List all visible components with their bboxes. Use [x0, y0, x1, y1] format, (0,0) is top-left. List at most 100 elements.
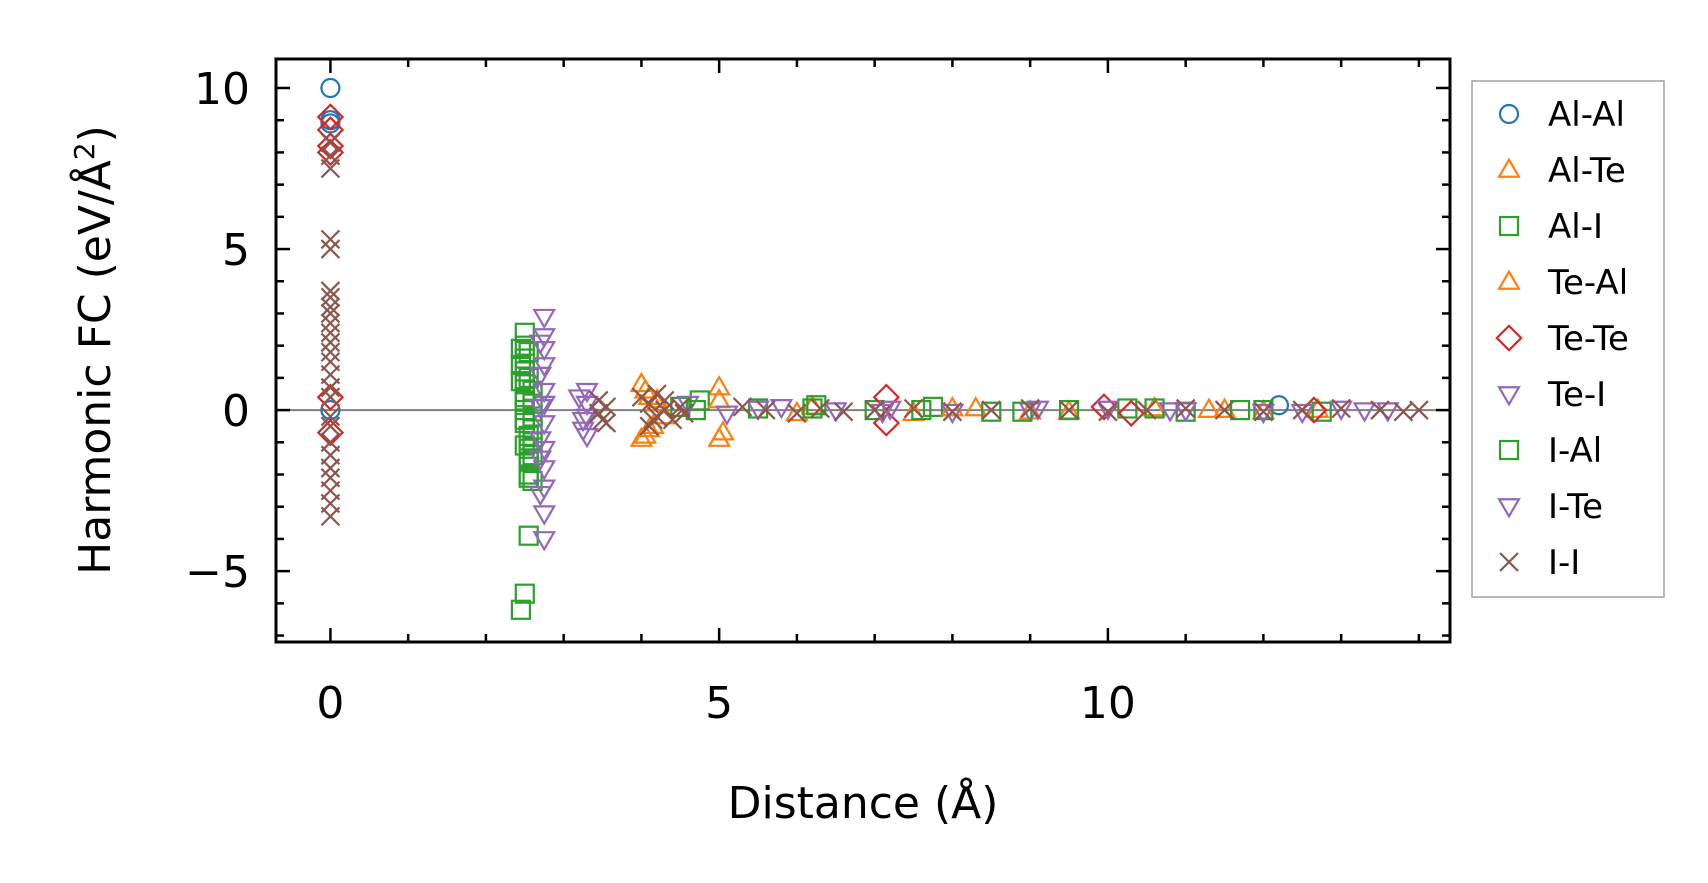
y-axis-label-superscript: 2 — [68, 142, 101, 160]
data-point — [785, 400, 809, 422]
data-point — [532, 531, 557, 552]
data-point — [316, 418, 345, 447]
data-point — [596, 413, 617, 433]
data-point — [320, 77, 341, 99]
legend-item-i-i: I-I — [1499, 543, 1580, 583]
data-point — [1117, 398, 1138, 419]
data-point — [514, 322, 535, 343]
data-point — [510, 354, 532, 376]
data-point — [1329, 400, 1353, 422]
x-axis-label: Distance (Å) — [728, 776, 999, 829]
data-point — [528, 334, 553, 355]
legend-label: Al-Te — [1548, 151, 1626, 191]
y-tick-label: −5 — [185, 547, 250, 598]
data-point — [1117, 399, 1145, 428]
data-point — [833, 401, 854, 422]
data-point — [878, 400, 903, 422]
data-point — [532, 415, 557, 436]
data-point — [629, 426, 654, 447]
data-point — [864, 399, 885, 421]
data-point — [320, 287, 341, 308]
data-point — [510, 599, 532, 620]
data-point — [532, 505, 557, 526]
data-point — [1251, 403, 1276, 425]
legend-label: I-Al — [1548, 431, 1602, 471]
data-point — [1158, 402, 1182, 423]
data-point — [320, 303, 341, 324]
data-point — [1012, 401, 1033, 422]
legend-label: Al-Al — [1548, 95, 1625, 135]
data-point — [518, 467, 539, 488]
data-point — [1370, 400, 1390, 420]
data-point — [320, 323, 341, 343]
legend-marker — [1498, 215, 1520, 237]
data-point — [1331, 398, 1351, 419]
data-point — [532, 357, 557, 378]
data-point — [903, 398, 924, 419]
data-point — [320, 506, 341, 527]
data-point — [514, 583, 535, 604]
data-point — [715, 405, 739, 426]
data-point — [963, 395, 988, 417]
data-point — [942, 401, 963, 422]
data-point — [769, 399, 794, 420]
data-point — [518, 448, 539, 469]
legend-label: Te-I — [1547, 375, 1606, 415]
data-point — [320, 158, 341, 179]
legend-marker — [1497, 498, 1521, 519]
data-point — [981, 400, 1002, 420]
data-point — [787, 403, 807, 424]
data-point — [514, 409, 535, 430]
y-axis-label: Harmonic FC (eV/Å2) — [68, 125, 121, 575]
data-point — [320, 458, 341, 478]
legend-item-i-te: I-Te — [1497, 487, 1603, 527]
data-point — [1197, 397, 1221, 418]
data-point — [1393, 401, 1414, 422]
data-point — [316, 103, 345, 131]
data-point — [571, 421, 595, 442]
legend-marker — [1495, 324, 1523, 352]
data-point — [320, 229, 341, 250]
data-point — [639, 393, 659, 414]
data-point — [1137, 400, 1157, 420]
data-point — [316, 132, 345, 160]
legend-item-te-i: Te-I — [1497, 375, 1606, 415]
data-point — [1212, 397, 1237, 418]
data-point — [1253, 401, 1274, 422]
data-point — [320, 297, 341, 317]
legend-marker — [1499, 552, 1519, 572]
data-point — [320, 342, 341, 362]
series-i-i — [320, 132, 1429, 527]
data-point — [1352, 402, 1377, 423]
data-point — [571, 411, 595, 433]
data-point — [940, 403, 965, 425]
data-point — [518, 342, 539, 363]
data-point — [1292, 400, 1313, 420]
data-point — [528, 366, 553, 388]
data-point — [1059, 400, 1079, 420]
data-point — [514, 335, 535, 356]
data-point — [707, 426, 731, 447]
data-point — [532, 382, 557, 404]
data-point — [596, 397, 617, 417]
legend: Al-Al Al-Te Al-I Te-Al Te-Te Te-I I-Al I-Te I-I — [1471, 80, 1665, 598]
tick-labels-layer: 0 5 10 −5 0 5 10 — [185, 64, 1136, 729]
legend-item-te-te: Te-Te — [1495, 319, 1629, 359]
data-point — [872, 409, 901, 437]
legend-marker — [1498, 103, 1520, 125]
series-te-i — [532, 308, 1377, 552]
data-point — [639, 416, 659, 436]
data-point — [981, 401, 1002, 422]
data-markers-layer — [316, 77, 1429, 620]
data-point — [510, 338, 532, 359]
legend-label: I-Te — [1548, 487, 1603, 527]
legend-item-i-al: I-Al — [1498, 431, 1602, 471]
data-point — [707, 374, 731, 396]
data-point — [320, 416, 341, 436]
legend-marker — [1498, 439, 1520, 461]
data-point — [575, 408, 599, 430]
data-point — [528, 450, 553, 471]
data-point — [522, 393, 543, 414]
data-point — [732, 397, 753, 417]
data-point — [1409, 400, 1429, 420]
